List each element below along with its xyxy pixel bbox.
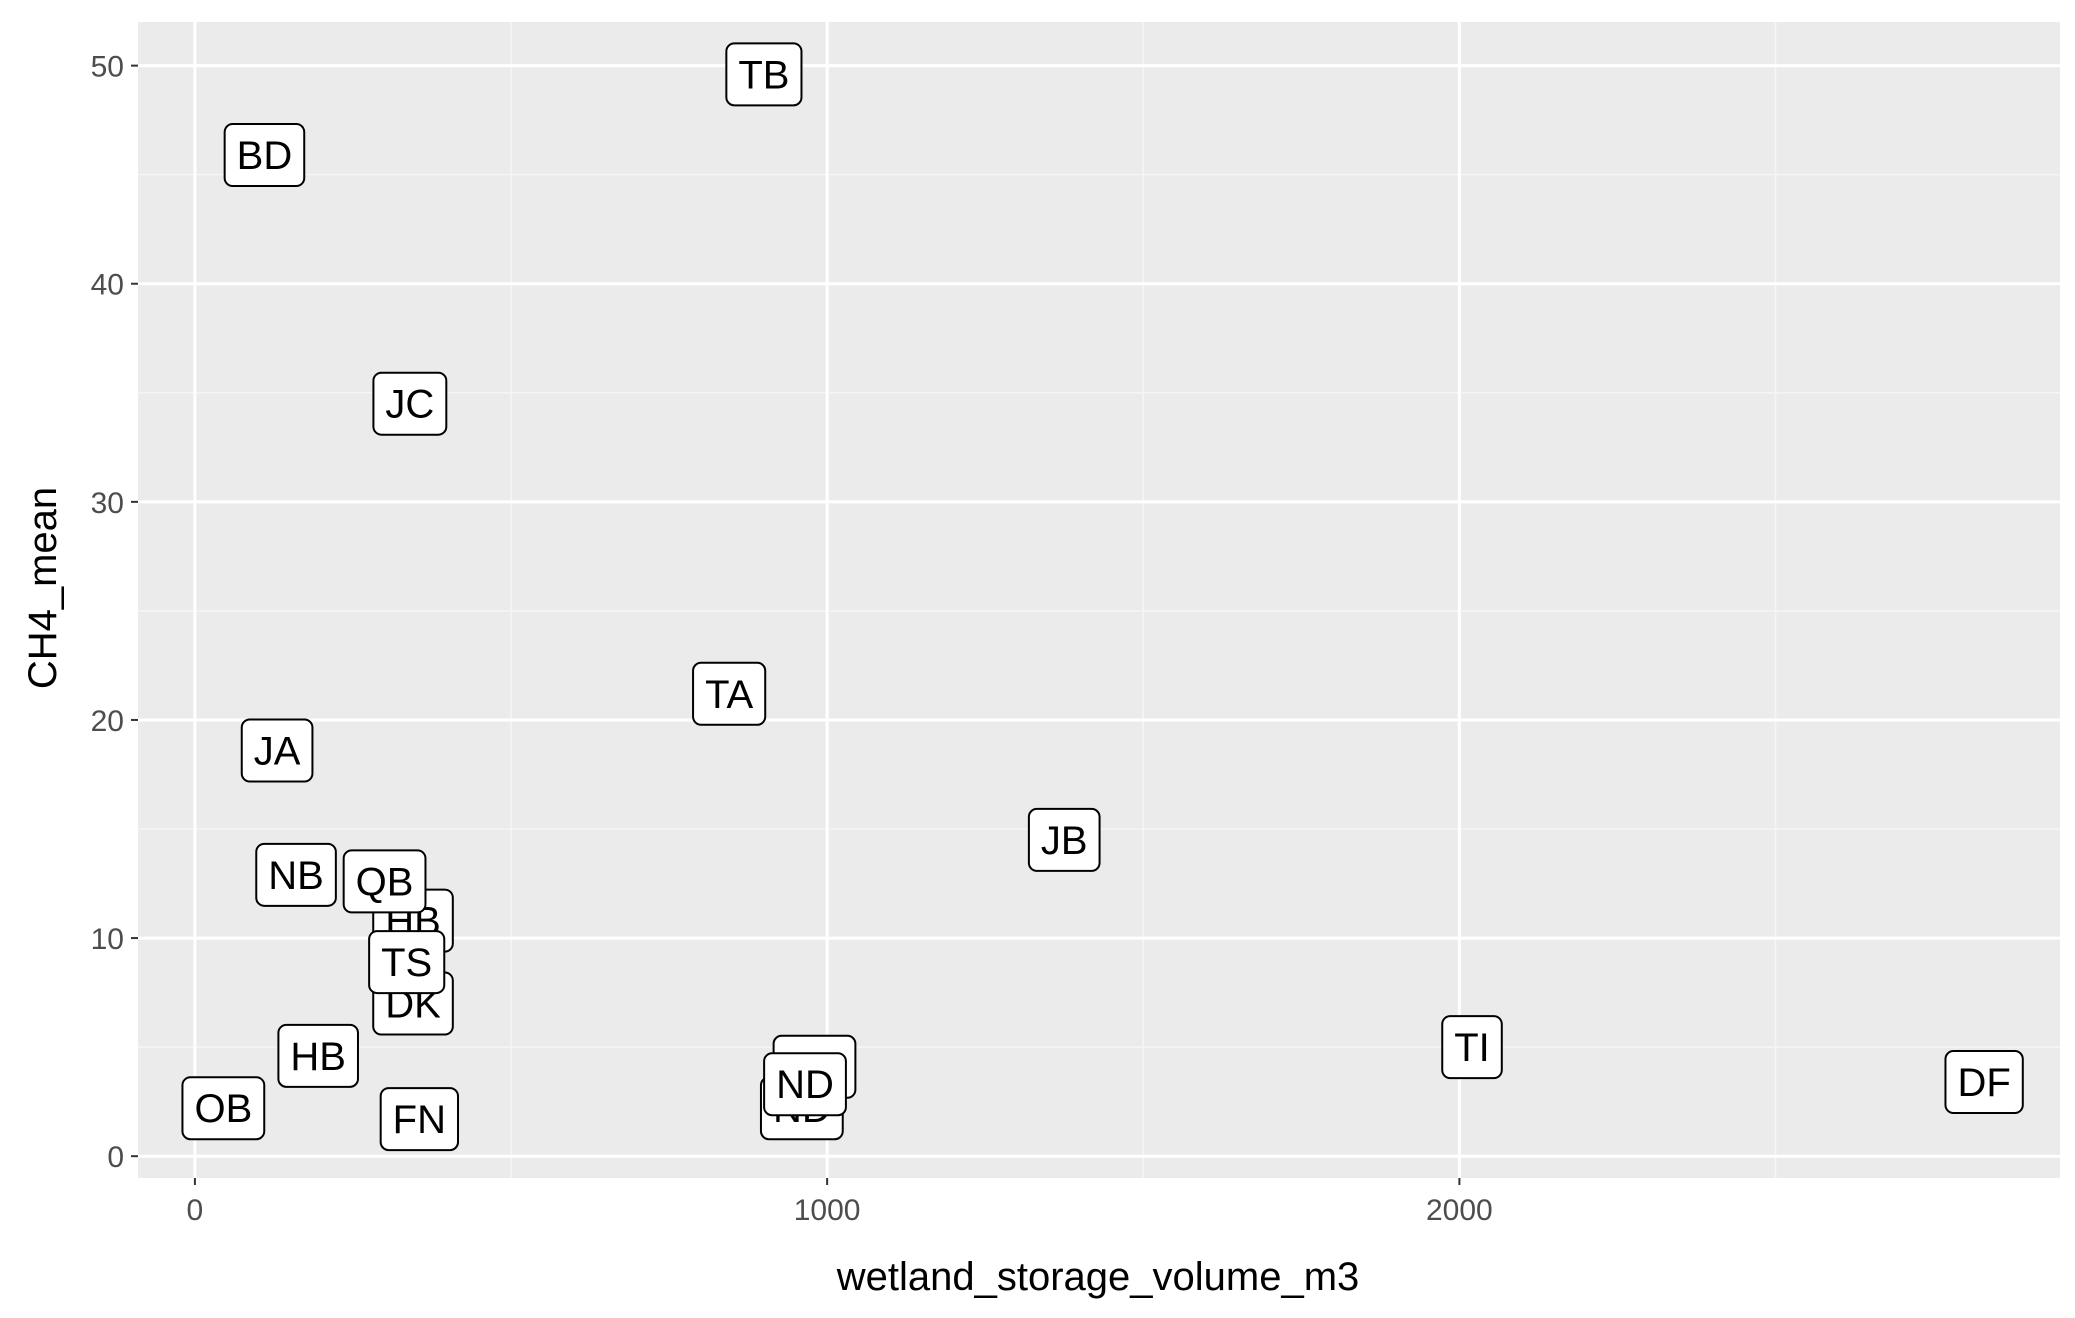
point-label: TA xyxy=(692,661,767,726)
point-label-box xyxy=(240,718,314,783)
point-label-box xyxy=(368,930,446,995)
point-label-text: TB xyxy=(738,53,789,97)
y-tick-label: 0 xyxy=(107,1141,124,1174)
x-tick-label: 0 xyxy=(187,1194,204,1227)
point-label: ND xyxy=(763,1052,847,1117)
point-label-box xyxy=(372,371,448,436)
point-label: JB xyxy=(1027,807,1101,872)
point-label-text: ND xyxy=(776,1063,834,1107)
point-label: TS xyxy=(368,930,446,995)
point-labels: TBBDJCTAJAJBNBHBQBDKTSHBOBFNNDNDNDTIDF xyxy=(181,42,2024,1152)
point-label-box xyxy=(379,1087,460,1152)
x-axis-title: wetland_storage_volume_m3 xyxy=(836,1255,1360,1299)
y-axis-title: CH4_mean xyxy=(21,487,65,689)
point-label: FN xyxy=(379,1087,460,1152)
x-tick-label: 2000 xyxy=(1426,1194,1493,1227)
y-tick-label: 30 xyxy=(91,487,124,520)
point-label-box xyxy=(692,661,767,726)
y-tick-label: 40 xyxy=(91,269,124,302)
point-label-box xyxy=(1441,1015,1503,1080)
point-label-box xyxy=(181,1076,266,1141)
x-axis-ticks: 0 1000 2000 xyxy=(187,1178,1493,1227)
y-axis-ticks: 0 10 20 30 40 50 xyxy=(91,51,138,1174)
point-label: JA xyxy=(240,718,314,783)
point-label-text: TA xyxy=(705,673,753,717)
point-label: QB xyxy=(342,849,427,914)
point-label-box xyxy=(342,849,427,914)
point-label-box xyxy=(223,123,306,188)
y-tick-label: 50 xyxy=(91,51,124,84)
plot-panel xyxy=(138,22,2060,1178)
point-label-text: NB xyxy=(268,854,324,898)
point-label-text: QB xyxy=(356,860,414,904)
point-label-text: JC xyxy=(385,383,434,427)
point-label-text: DF xyxy=(1957,1061,2010,1105)
point-label: JC xyxy=(372,371,448,436)
point-label-box xyxy=(1027,807,1101,872)
point-label-text: HB xyxy=(290,1035,346,1079)
point-label: NB xyxy=(255,842,337,907)
point-label-text: JB xyxy=(1041,819,1088,863)
point-label-text: BD xyxy=(237,134,293,178)
point-label: OB xyxy=(181,1076,266,1141)
point-label-box xyxy=(763,1052,847,1117)
point-label: TI xyxy=(1441,1015,1503,1080)
point-label-text: OB xyxy=(194,1087,252,1131)
major-gridlines xyxy=(138,22,2060,1178)
point-label: HB xyxy=(277,1023,359,1088)
point-label-text: JA xyxy=(254,729,301,773)
point-label-box xyxy=(277,1023,359,1088)
point-label: BD xyxy=(223,123,306,188)
point-label-box xyxy=(255,842,337,907)
minor-gridlines xyxy=(138,22,2060,1178)
point-label-text: TI xyxy=(1454,1026,1490,1070)
point-label-text: FN xyxy=(393,1098,446,1142)
point-label-box xyxy=(725,42,803,107)
y-tick-label: 20 xyxy=(91,705,124,738)
x-tick-label: 1000 xyxy=(794,1194,861,1227)
y-tick-label: 10 xyxy=(91,923,124,956)
point-label-box xyxy=(1944,1050,2024,1115)
point-label-text: TS xyxy=(381,941,432,985)
point-label: TB xyxy=(725,42,803,107)
point-label: DF xyxy=(1944,1050,2024,1115)
